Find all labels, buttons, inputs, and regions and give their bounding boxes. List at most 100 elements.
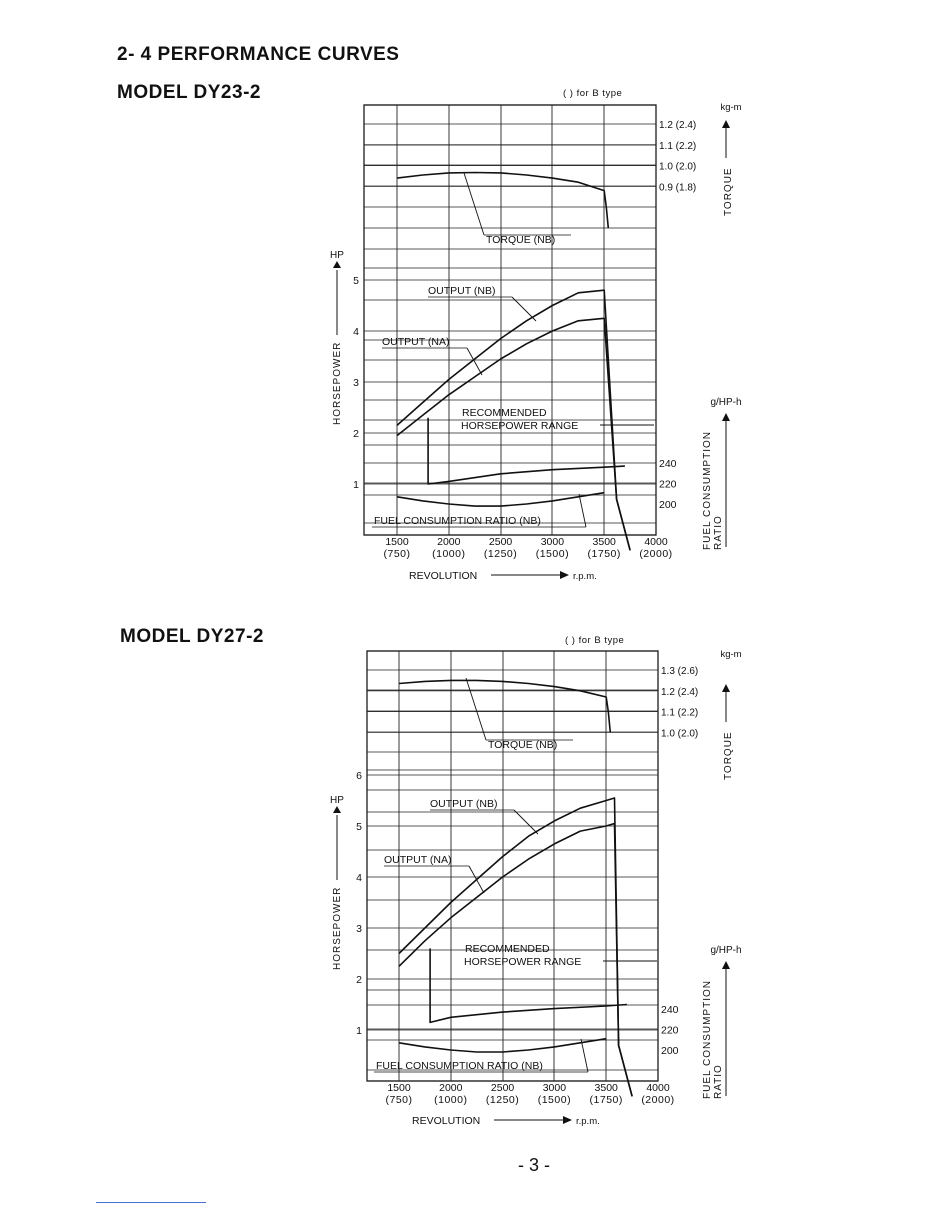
series-line-torque-nb [396,171,610,229]
fuel-unit: g/HP-h [710,397,741,408]
torque-tick-label: 0.9 (1.8) [659,182,696,193]
hp-tick-label: 3 [356,923,362,935]
series-line-output-na [396,317,631,551]
x-tick-label: 2000 [439,1082,463,1094]
fuel-arrowhead [722,961,730,969]
torque-tick-label: 1.0 (2.0) [661,728,698,739]
model-title-dy23-2: MODEL DY23-2 [117,82,261,103]
fuel-tick-label: 240 [659,458,677,470]
torque-arrowhead [722,120,730,128]
output-na-label: OUTPUT (NA) [384,854,451,866]
hp-arrowhead [333,261,341,268]
recommended-label-1: RECOMMENDED [462,407,547,419]
fuel-arrowhead [722,413,730,421]
hp-tick-label: 1 [356,1025,362,1037]
section-title: 2- 4 PERFORMANCE CURVES [117,44,400,65]
hp-tick-label: 4 [356,872,362,884]
x-arrowhead [563,1116,572,1124]
fuel-axis-label-1: FUEL CONSUMPTION [702,980,713,1099]
x-tick-label-b-type: (750) [383,548,410,560]
output-nb-label: OUTPUT (NB) [430,798,497,810]
hp-tick-label: 5 [356,821,362,833]
x-tick-label: 4000 [646,1082,670,1094]
torque-tick-label: 1.1 (2.2) [659,141,696,152]
x-axis-unit: r.p.m. [576,1116,600,1127]
output-na-leader-line [466,347,483,376]
recommended-label-2: HORSEPOWER RANGE [461,420,578,432]
fuel-axis-label-1: FUEL CONSUMPTION [702,431,713,550]
x-tick-label-b-type: (2000) [641,1094,674,1106]
x-axis-label: REVOLUTION [409,570,477,582]
b-type-note: ( ) for B type [563,88,622,99]
hp-unit: HP [330,250,344,261]
fuel-tick-label: 220 [659,479,677,491]
recommended-label-2: HORSEPOWER RANGE [464,956,581,968]
hp-arrowhead [333,806,341,813]
torque-leader-line [465,677,487,741]
hp-unit: HP [330,795,344,806]
output-na-label: OUTPUT (NA) [382,336,449,348]
hp-tick-label: 1 [353,479,359,491]
x-tick-label: 1500 [387,1082,411,1094]
series-line-recommended-horsepower-range [429,948,627,1024]
x-tick-label-b-type: (1250) [486,1094,519,1106]
hp-axis-label: HORSEPOWER [332,887,343,970]
x-tick-label-b-type: (2000) [639,548,672,560]
x-tick-label-b-type: (1500) [538,1094,571,1106]
torque-unit: kg-m [720,649,741,660]
x-tick-label: 3000 [541,536,565,548]
hp-tick-label: 3 [353,377,359,389]
fuel-unit: g/HP-h [710,945,741,956]
x-tick-label: 3000 [543,1082,567,1094]
fuel-tick-label: 220 [661,1025,679,1037]
page-number: - 3 - [518,1155,551,1175]
series-line-fuel-consumption-ratio-nb [398,1037,607,1053]
fuel-axis-label-2: RATIO [713,515,724,550]
torque-axis-label: TORQUE [723,167,734,216]
footer-divider [96,1202,206,1203]
chart-1 [333,650,730,1124]
fuel-leader-line [580,1038,589,1073]
chart-0 [333,104,730,579]
x-tick-label: 2500 [491,1082,515,1094]
torque-tick-label: 1.2 (2.4) [659,120,696,131]
series-line-output-na [398,822,633,1097]
torque-axis-label: TORQUE [723,731,734,780]
b-type-note: ( ) for B type [565,635,624,646]
fuel-curve-label: FUEL CONSUMPTION RATIO (NB) [374,515,541,527]
output-nb-leader-line [511,296,537,322]
x-tick-label-b-type: (1250) [484,548,517,560]
x-tick-label-b-type: (750) [385,1094,412,1106]
torque-curve-label: TORQUE (NB) [486,234,555,246]
series-line-recommended-horsepower-range [427,417,625,485]
series-line-fuel-consumption-ratio-nb [396,491,605,507]
fuel-axis-label-2: RATIO [713,1064,724,1099]
fuel-tick-label: 200 [661,1045,679,1057]
x-tick-label: 3500 [593,536,617,548]
hp-tick-label: 4 [353,326,359,338]
fuel-leader-line [578,493,587,528]
model-title-dy27-2: MODEL DY27-2 [120,626,264,647]
torque-unit: kg-m [720,102,741,113]
fuel-tick-label: 200 [659,499,677,511]
x-tick-label: 2000 [437,536,461,548]
x-tick-label: 4000 [644,536,668,548]
hp-tick-label: 6 [356,770,362,782]
x-axis-unit: r.p.m. [573,571,597,582]
x-arrowhead [560,571,569,579]
x-tick-label: 3500 [595,1082,619,1094]
recommended-label-1: RECOMMENDED [465,943,550,955]
output-na-leader-line [468,865,485,894]
series-line-output-nb [396,289,631,551]
torque-curve-label: TORQUE (NB) [488,739,557,751]
output-nb-label: OUTPUT (NB) [428,285,495,297]
x-tick-label: 1500 [385,536,409,548]
hp-tick-label: 2 [353,428,359,440]
x-tick-label: 2500 [489,536,513,548]
fuel-tick-label: 240 [661,1004,679,1016]
x-tick-label-b-type: (1000) [434,1094,467,1106]
output-nb-leader-line [513,809,539,835]
torque-leader-line [463,172,485,236]
x-axis-label: REVOLUTION [412,1115,480,1127]
